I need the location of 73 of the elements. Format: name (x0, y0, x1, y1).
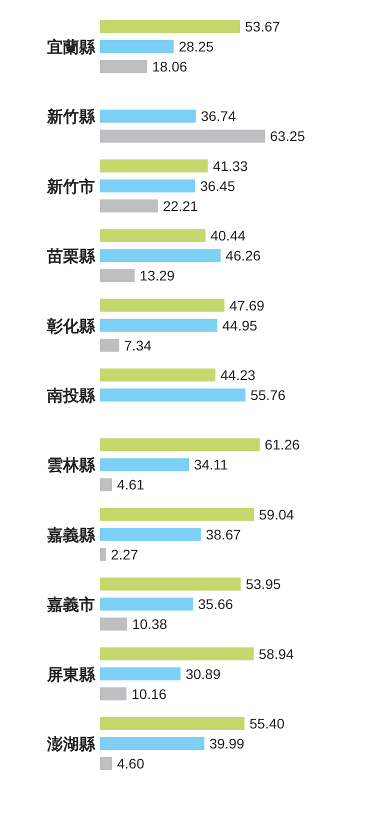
bar (100, 298, 224, 312)
y-tick-label: 苗栗縣 (46, 248, 96, 266)
data-label: 44.23 (220, 367, 256, 383)
y-tick-label: 彰化縣 (46, 317, 96, 336)
bar (100, 20, 240, 33)
bar (100, 318, 218, 332)
data-label: 63.25 (270, 128, 306, 144)
data-label: 4.61 (117, 476, 144, 493)
data-label: 58.94 (258, 646, 294, 662)
bar (100, 130, 265, 143)
bar (100, 179, 196, 192)
bar (100, 687, 127, 700)
bar (100, 508, 254, 521)
data-label: 47.69 (229, 297, 265, 314)
bar (100, 368, 216, 382)
bar (100, 598, 194, 611)
bar (100, 110, 196, 123)
bar (100, 548, 106, 561)
data-label: 38.67 (206, 526, 242, 542)
bar (100, 229, 206, 242)
bar (100, 717, 245, 730)
y-tick-label: 屏東縣 (46, 666, 96, 684)
bar (100, 578, 241, 591)
bar (100, 647, 254, 660)
data-label: 36.45 (200, 178, 236, 194)
data-label: 40.44 (210, 228, 246, 244)
data-label: 55.40 (250, 716, 285, 732)
data-label: 36.74 (200, 108, 236, 124)
y-tick-label: 新竹市 (46, 178, 95, 196)
data-label: 41.33 (212, 158, 248, 174)
data-label: 28.25 (178, 38, 214, 54)
data-label: 10.16 (132, 686, 167, 702)
data-label: 2.27 (110, 546, 138, 562)
data-label: 39.99 (209, 736, 245, 752)
bar (100, 199, 158, 212)
data-label: 59.04 (259, 506, 294, 522)
bar (100, 269, 135, 282)
data-label: 61.26 (264, 436, 300, 453)
data-label: 46.26 (226, 248, 261, 264)
data-label: 55.76 (250, 387, 286, 403)
bar (100, 478, 112, 492)
data-label: 18.06 (152, 58, 188, 74)
bar (100, 528, 201, 541)
data-label: 53.67 (245, 18, 280, 34)
bar (100, 338, 120, 352)
bar (100, 388, 246, 402)
bar (100, 249, 221, 262)
bar (100, 159, 208, 172)
data-label: 34.11 (194, 456, 228, 473)
bar (100, 737, 204, 750)
bar (100, 667, 181, 680)
data-label: 53.95 (246, 576, 281, 592)
y-tick-label: 宜蘭縣 (47, 38, 96, 56)
bar (100, 40, 174, 53)
data-label: 30.89 (186, 666, 221, 682)
y-tick-label: 新竹縣 (46, 108, 96, 126)
bar (100, 618, 128, 631)
bar (100, 60, 148, 73)
data-label: 4.60 (117, 756, 144, 772)
y-tick-label: 雲林縣 (47, 456, 96, 475)
data-label: 7.34 (124, 337, 152, 354)
data-label: 22.21 (162, 198, 198, 214)
data-label: 13.29 (140, 268, 175, 284)
data-label: 44.95 (222, 317, 258, 334)
y-tick-label: 澎湖縣 (46, 736, 96, 754)
bar (100, 757, 112, 770)
bar (100, 438, 260, 452)
data-label: 35.66 (198, 596, 234, 612)
data-label: 10.38 (132, 616, 168, 632)
y-tick-label: 嘉義市 (47, 596, 95, 614)
y-tick-label: 嘉義縣 (47, 526, 96, 544)
bar (100, 458, 189, 472)
y-tick-label: 南投縣 (46, 387, 96, 405)
